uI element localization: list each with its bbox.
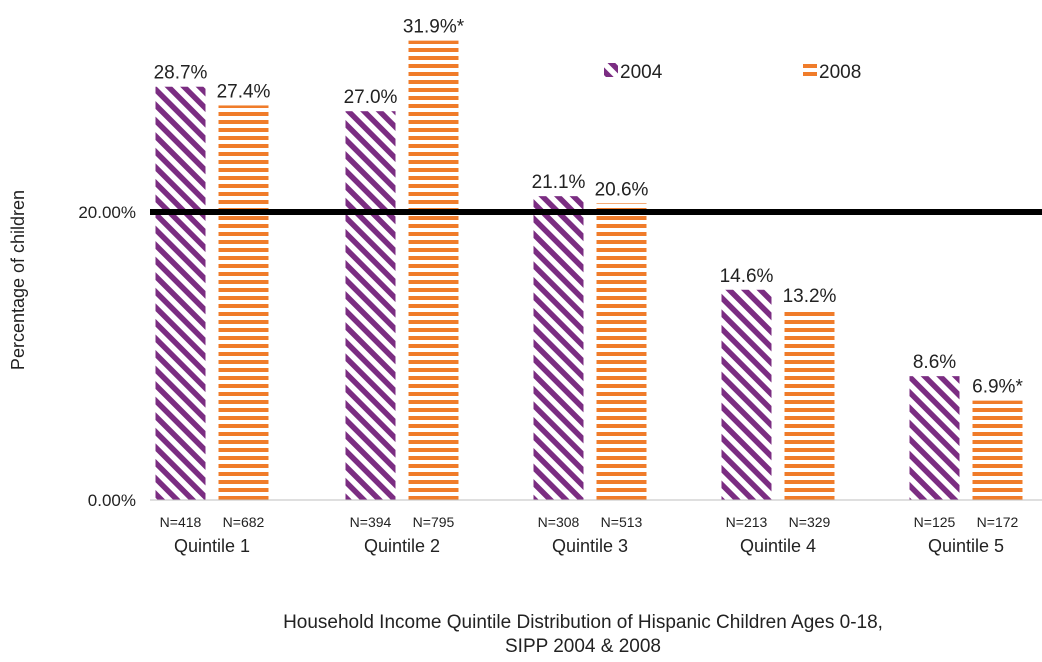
legend-swatch-2008 (803, 63, 817, 77)
bar-2008-q3 (596, 203, 647, 501)
bar-2004-q5 (909, 376, 960, 500)
category-label-q2: Quintile 2 (364, 536, 440, 556)
category-label-q4: Quintile 4 (740, 536, 816, 556)
category-label-q5: Quintile 5 (928, 536, 1004, 556)
data-label-2008-q2: 31.9%* (403, 17, 465, 38)
legend-swatch-2004 (604, 63, 618, 77)
sample-size-2004-q4: N=213 (726, 514, 768, 530)
y-axis-ticks: 0.00% 20.00% (78, 203, 136, 510)
sample-size-2004-q2: N=394 (350, 514, 392, 530)
data-label-2008-q4: 13.2% (783, 286, 837, 307)
data-label-2004-q1: 28.7% (154, 63, 208, 84)
legend-label-2008: 2008 (819, 62, 861, 83)
category-group: 27.0% N=394 31.9%* N=795 Quintile 2 (344, 17, 465, 556)
y-tick-label: 20.00% (78, 203, 136, 222)
data-label-2008-q1: 27.4% (217, 81, 271, 102)
bar-2008-q1 (218, 105, 269, 500)
data-label-2004-q5: 8.6% (913, 352, 956, 373)
bar-2004-q4 (721, 289, 772, 500)
data-label-2008-q3: 20.6% (595, 179, 649, 200)
legend: 2004 2008 (604, 62, 861, 83)
bar-2004-q3 (533, 196, 584, 500)
sample-size-2004-q5: N=125 (914, 514, 956, 530)
y-axis-label: Percentage of children (8, 190, 28, 370)
bar-2008-q2 (408, 40, 459, 500)
bar-2004-q2 (345, 111, 396, 500)
bars-group: 28.7% N=418 27.4% N=682 Quintile 1 27.0% N=394… (154, 17, 1024, 556)
category-group: 28.7% N=418 27.4% N=682 Quintile 1 (154, 63, 271, 556)
data-label-2004-q2: 27.0% (344, 87, 398, 108)
category-group: 14.6% N=213 13.2% N=329 Quintile 4 (720, 266, 837, 556)
data-label-2004-q4: 14.6% (720, 266, 774, 287)
sample-size-2008-q4: N=329 (789, 514, 831, 530)
bar-2008-q5 (972, 400, 1023, 500)
category-label-q1: Quintile 1 (174, 536, 250, 556)
data-label-2004-q3: 21.1% (532, 172, 586, 193)
sample-size-2008-q5: N=172 (977, 514, 1019, 530)
category-group: 21.1% N=308 20.6% N=513 Quintile 3 (532, 172, 649, 556)
bar-2004-q1 (155, 86, 206, 500)
chart-title-line-2: SIPP 2004 & 2008 (505, 636, 661, 657)
sample-size-2004-q3: N=308 (538, 514, 580, 530)
bar-2008-q4 (784, 309, 835, 500)
legend-label-2004: 2004 (620, 62, 663, 83)
sample-size-2008-q1: N=682 (223, 514, 265, 530)
sample-size-2008-q2: N=795 (413, 514, 455, 530)
y-tick-label: 0.00% (88, 491, 136, 510)
chart-title-line-1: Household Income Quintile Distribution o… (283, 612, 883, 633)
category-group: 8.6% N=125 6.9%* N=172 Quintile 5 (909, 352, 1023, 556)
sample-size-2004-q1: N=418 (160, 514, 202, 530)
data-label-2008-q5: 6.9%* (972, 377, 1023, 398)
sample-size-2008-q3: N=513 (601, 514, 643, 530)
category-label-q3: Quintile 3 (552, 536, 628, 556)
